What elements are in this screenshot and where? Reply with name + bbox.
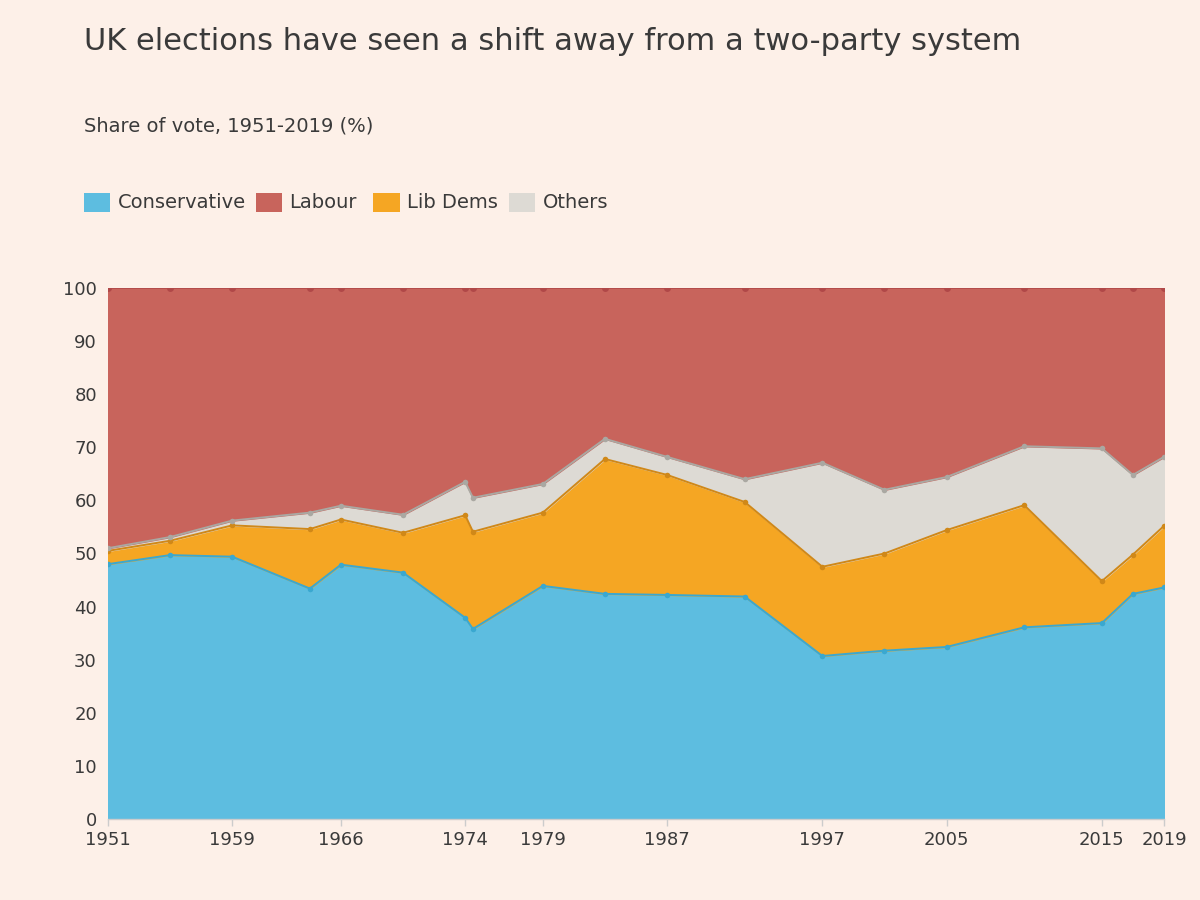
Text: Others: Others	[542, 193, 608, 212]
Text: Conservative: Conservative	[118, 193, 246, 212]
Text: Labour: Labour	[289, 193, 356, 212]
Text: Share of vote, 1951-2019 (%): Share of vote, 1951-2019 (%)	[84, 117, 373, 136]
Text: Lib Dems: Lib Dems	[407, 193, 498, 212]
Text: UK elections have seen a shift away from a two-party system: UK elections have seen a shift away from…	[84, 27, 1021, 56]
